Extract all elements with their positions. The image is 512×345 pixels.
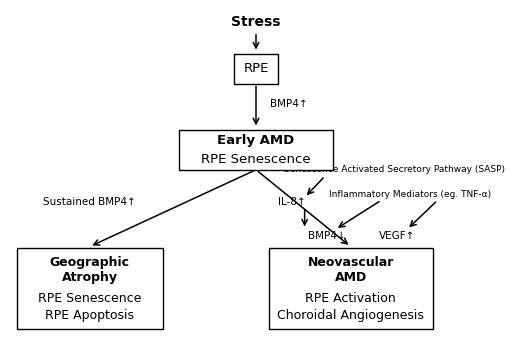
Text: VEGF↑: VEGF↑ xyxy=(378,231,415,241)
Text: Senescence Activated Secretory Pathway (SASP): Senescence Activated Secretory Pathway (… xyxy=(284,165,505,174)
FancyBboxPatch shape xyxy=(179,130,333,170)
Text: RPE Apoptosis: RPE Apoptosis xyxy=(45,309,134,322)
FancyBboxPatch shape xyxy=(234,54,278,83)
Text: Neovascular: Neovascular xyxy=(308,256,394,269)
Text: IL-8↑: IL-8↑ xyxy=(278,197,306,207)
Text: Inflammatory Mediators (eg. TNF-α): Inflammatory Mediators (eg. TNF-α) xyxy=(329,190,490,199)
Text: RPE Activation: RPE Activation xyxy=(305,292,396,305)
FancyBboxPatch shape xyxy=(16,248,163,328)
Text: AMD: AMD xyxy=(335,271,367,284)
Text: RPE Senescence: RPE Senescence xyxy=(201,153,311,166)
Text: Early AMD: Early AMD xyxy=(218,134,294,147)
Text: BMP4↑: BMP4↑ xyxy=(270,99,307,109)
Text: Atrophy: Atrophy xyxy=(61,271,118,284)
Text: RPE Senescence: RPE Senescence xyxy=(38,292,141,305)
Text: Stress: Stress xyxy=(231,16,281,29)
FancyBboxPatch shape xyxy=(269,248,433,328)
Text: BMP4↓: BMP4↓ xyxy=(308,231,346,241)
Text: Choroidal Angiogenesis: Choroidal Angiogenesis xyxy=(278,309,424,322)
Text: RPE: RPE xyxy=(243,62,269,76)
Text: Sustained BMP4↑: Sustained BMP4↑ xyxy=(43,197,136,207)
Text: Geographic: Geographic xyxy=(50,256,130,269)
